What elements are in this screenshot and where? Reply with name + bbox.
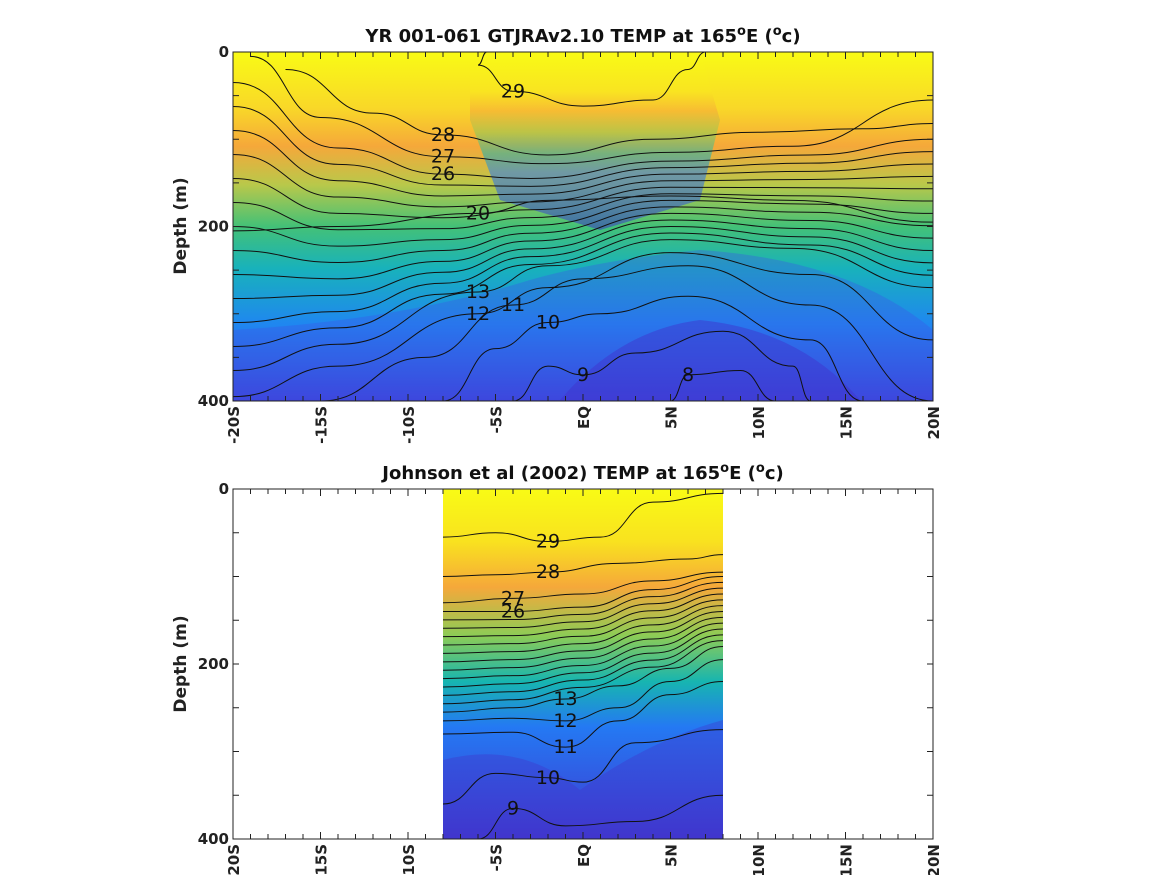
contour-line (477, 794, 723, 839)
contour-label: 29 (536, 531, 560, 553)
contour-line (443, 616, 723, 671)
contour-label: 13 (466, 281, 490, 303)
x-tick-label: -20S (225, 406, 243, 444)
contour-line (443, 581, 723, 621)
y-tick-label: 400 (198, 392, 229, 410)
y-tick-label: 200 (198, 655, 229, 673)
y-tick-label: 400 (198, 830, 229, 848)
contour-line (443, 729, 723, 805)
panel-2-y-axis-label: Depth (m) (171, 615, 191, 712)
contour-label: 11 (501, 294, 525, 316)
x-tick-label: -10S (400, 844, 418, 875)
contour-line (443, 605, 723, 654)
contour-label: 9 (577, 364, 589, 386)
contour-label: 9 (507, 797, 519, 819)
contour-label: 27 (501, 587, 525, 609)
x-tick-label: -15S (313, 844, 331, 875)
x-tick-label: -10S (400, 406, 418, 444)
y-tick-label: 0 (219, 480, 229, 498)
contour-line (443, 492, 723, 543)
y-tick-label: 200 (198, 218, 229, 236)
x-tick-label: 15N (838, 844, 856, 875)
contour-label: 20 (466, 202, 490, 224)
x-tick-label: -5S (488, 844, 506, 871)
contour-line (443, 571, 723, 604)
x-tick-label: EQ (575, 406, 593, 429)
contour-label: 28 (431, 124, 455, 146)
contour-line (233, 199, 933, 247)
contour-line (443, 634, 723, 696)
contour-line (233, 232, 933, 347)
contour-label: 11 (553, 736, 577, 758)
contour-line (233, 193, 933, 231)
x-tick-label: 20N (925, 844, 943, 875)
panel-1-title: YR 001-061 GTJRAv2.10 TEMP at 165oE (oc) (364, 24, 800, 48)
x-tick-label: 5N (663, 406, 681, 429)
x-tick-label: 5N (663, 844, 681, 867)
x-tick-label: 20N (925, 406, 943, 439)
contour-label: 26 (501, 601, 525, 623)
contour-line (233, 178, 933, 219)
contour-line (233, 130, 933, 197)
contour-line (443, 593, 723, 638)
x-tick-label: -15S (313, 406, 331, 444)
x-tick-label: -20S (225, 844, 243, 875)
panel-2: Johnson et al (2002) TEMP at 165oE (oc) … (171, 461, 943, 875)
contour-line (233, 252, 933, 398)
panel-1-y-axis-label: Depth (m) (171, 177, 191, 274)
contour-label: 29 (501, 80, 525, 102)
contour-line (233, 82, 933, 180)
contour-line (285, 68, 933, 156)
panel-2-title: Johnson et al (2002) TEMP at 165oE (oc) (380, 461, 783, 485)
panel-2-ticks: -20S -15S -10S -5S EQ 5N 10N 15N 20N 0 200 400 (198, 480, 943, 875)
contour-line (443, 640, 723, 705)
contour-line (233, 106, 933, 187)
contour-label: 8 (682, 364, 694, 386)
contour-label: 12 (553, 710, 577, 732)
contour-line (443, 628, 723, 688)
contour-label: 28 (536, 561, 560, 583)
contour-label: 12 (466, 303, 490, 325)
panel-1-ticks: -20S -15S -10S -5S EQ 5N 10N 15N 20N 0 200 400 (198, 43, 943, 444)
contour-line (443, 587, 723, 629)
contour-label: 27 (431, 146, 455, 168)
x-tick-label: 15N (838, 406, 856, 439)
y-tick-label: 0 (219, 43, 229, 61)
x-tick-label: EQ (575, 844, 593, 867)
contour-line (670, 369, 776, 401)
contour-line (443, 646, 723, 713)
contour-line (443, 622, 723, 680)
contour-line (443, 554, 723, 577)
contour-label: 10 (536, 311, 560, 333)
panel-1: YR 001-061 GTJRAv2.10 TEMP at 165oE (oc)… (171, 24, 943, 444)
contour-line (477, 52, 706, 107)
contour-line (233, 206, 933, 263)
contour-line (320, 265, 933, 401)
contour-line (233, 195, 933, 232)
x-tick-label: 10N (750, 844, 768, 875)
contour-line (233, 219, 933, 299)
contour-line (233, 239, 933, 371)
contour-line (443, 576, 723, 613)
contour-line (443, 611, 723, 663)
contour-label: 26 (431, 163, 455, 185)
contour-line (443, 681, 723, 748)
contour-line (233, 225, 933, 323)
contour-line (233, 212, 933, 280)
contour-label: 13 (553, 688, 577, 710)
contour-line (250, 55, 933, 165)
contour-line (443, 659, 723, 722)
contour-label: 10 (536, 767, 560, 789)
contour-line (442, 295, 864, 401)
contour-line (443, 599, 723, 646)
x-tick-label: 10N (750, 406, 768, 439)
x-tick-label: -5S (488, 406, 506, 433)
contour-line (233, 154, 933, 208)
contour-line (512, 330, 811, 401)
